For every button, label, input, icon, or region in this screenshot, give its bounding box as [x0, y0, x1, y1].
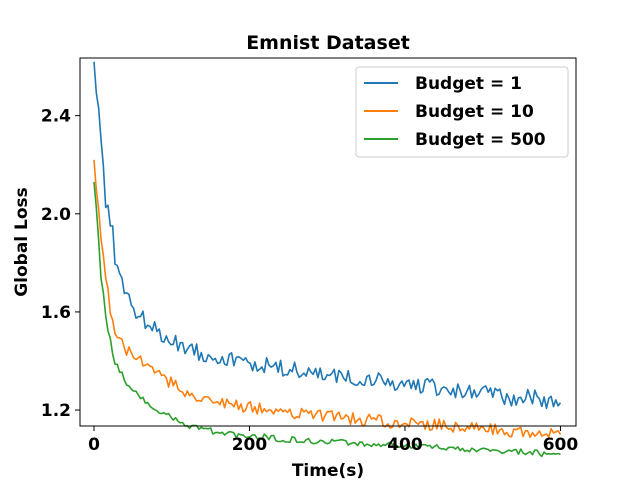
- x-tick-label: 200: [232, 435, 268, 455]
- series-layer: [93, 61, 562, 458]
- y-tick-label: 2.0: [41, 205, 71, 225]
- y-tick-label: 2.4: [41, 107, 71, 127]
- y-axis-label: Global Loss: [12, 187, 32, 297]
- x-tick-label: 400: [387, 435, 423, 455]
- legend-label: Budget = 500: [415, 130, 546, 150]
- x-tick-label: 600: [543, 435, 579, 455]
- y-tick-label: 1.6: [41, 303, 71, 323]
- y-axis: 1.2 1.6 2.0 2.4: [41, 107, 80, 421]
- y-tick-label: 1.2: [41, 401, 71, 421]
- legend: Budget = 1 Budget = 10 Budget = 500: [355, 66, 569, 158]
- x-axis: 0 200 400 600: [88, 426, 578, 455]
- series-line-1: [93, 61, 562, 410]
- legend-label: Budget = 10: [415, 102, 534, 122]
- legend-box: [355, 66, 569, 158]
- series-line-3: [93, 181, 561, 458]
- chart-title: Emnist Dataset: [246, 32, 410, 54]
- legend-label: Budget = 1: [415, 74, 522, 94]
- x-axis-label: Time(s): [292, 461, 364, 480]
- series-line-2: [93, 159, 562, 439]
- plot-frame: [79, 57, 577, 427]
- x-tick-label: 0: [88, 435, 100, 455]
